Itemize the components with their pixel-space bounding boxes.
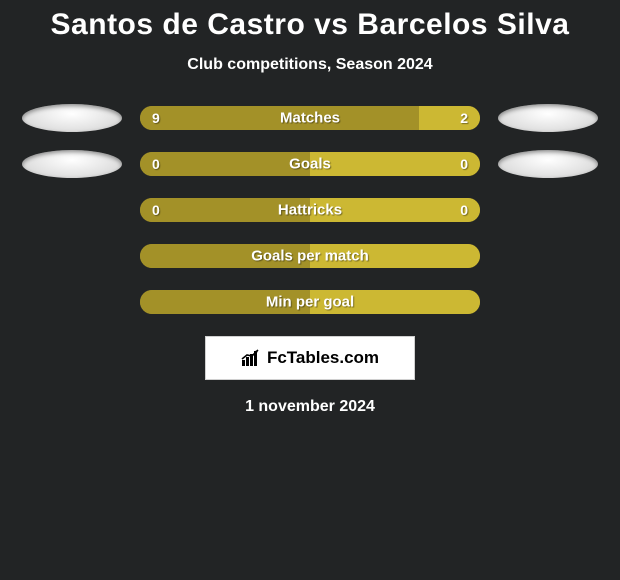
bar-left-fill	[140, 290, 310, 314]
bar-row-hattricks: 0 Hattricks 0	[0, 198, 620, 222]
date-text: 1 november 2024	[0, 398, 620, 416]
comparison-bars: 9 Matches 2 0 Goals 0 0 Hattricks 0	[0, 106, 620, 314]
bar-row-matches: 9 Matches 2	[0, 106, 620, 130]
bar-right-fill	[310, 244, 480, 268]
player-right-marker	[498, 150, 598, 178]
bar-row-goals-per-match: Goals per match	[0, 244, 620, 268]
bar-left-fill	[140, 106, 419, 130]
bar-hattricks: 0 Hattricks 0	[140, 198, 480, 222]
bar-right-fill	[310, 290, 480, 314]
bar-goals-per-match: Goals per match	[140, 244, 480, 268]
bar-right-fill	[310, 198, 480, 222]
player-left-marker	[22, 150, 122, 178]
bar-right-fill	[310, 152, 480, 176]
bar-row-goals: 0 Goals 0	[0, 152, 620, 176]
bar-matches: 9 Matches 2	[140, 106, 480, 130]
page-title: Santos de Castro vs Barcelos Silva	[0, 0, 620, 42]
bar-goals: 0 Goals 0	[140, 152, 480, 176]
page-subtitle: Club competitions, Season 2024	[0, 56, 620, 74]
bar-left-fill	[140, 198, 310, 222]
bar-left-fill	[140, 152, 310, 176]
brand-chart-icon	[241, 349, 263, 367]
brand-box: FcTables.com	[205, 336, 415, 380]
bar-row-min-per-goal: Min per goal	[0, 290, 620, 314]
bar-left-fill	[140, 244, 310, 268]
bar-min-per-goal: Min per goal	[140, 290, 480, 314]
player-right-marker	[498, 104, 598, 132]
bar-right-fill	[419, 106, 480, 130]
player-left-marker	[22, 104, 122, 132]
brand-text: FcTables.com	[267, 348, 379, 368]
